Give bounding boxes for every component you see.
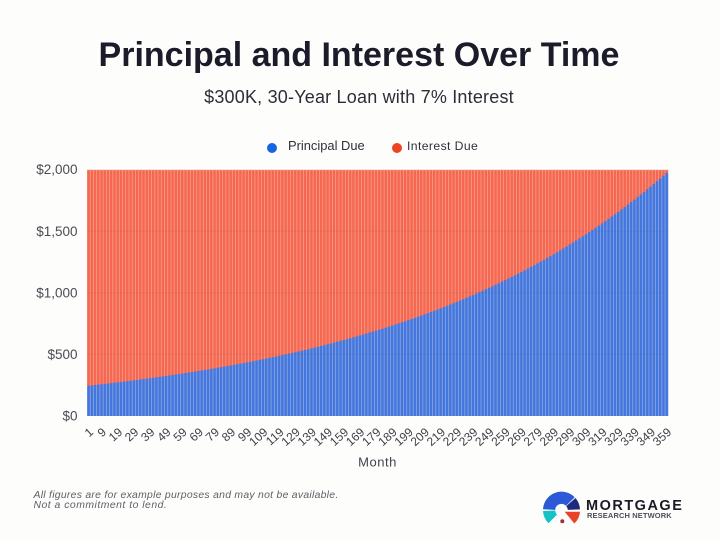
svg-text:Month: Month <box>358 455 397 470</box>
svg-text:$2,000: $2,000 <box>36 162 77 177</box>
svg-text:$1,000: $1,000 <box>36 285 77 300</box>
svg-text:$500: $500 <box>47 347 77 362</box>
svg-text:359: 359 <box>650 425 674 449</box>
svg-text:$0: $0 <box>62 409 77 424</box>
svg-text:1: 1 <box>82 425 97 440</box>
svg-text:$1,500: $1,500 <box>36 224 77 239</box>
